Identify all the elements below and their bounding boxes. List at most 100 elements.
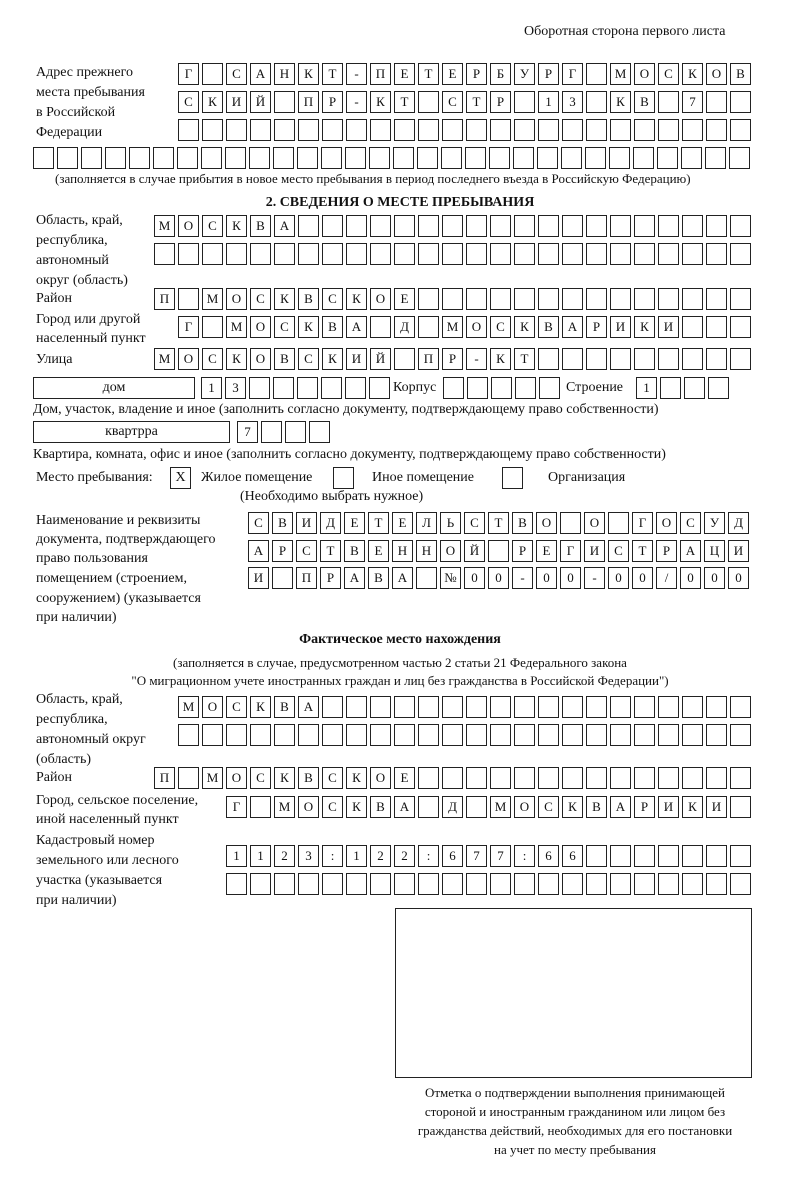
char-box[interactable] [514, 767, 535, 789]
char-box[interactable]: Г [226, 796, 247, 818]
char-box[interactable]: 2 [394, 845, 415, 867]
char-box[interactable]: М [154, 348, 175, 370]
char-box[interactable]: С [322, 288, 343, 310]
char-box[interactable] [682, 348, 703, 370]
char-box[interactable]: К [274, 767, 295, 789]
char-box[interactable]: Н [392, 540, 413, 562]
char-box[interactable] [177, 147, 198, 169]
char-box[interactable] [321, 377, 342, 399]
char-box[interactable] [586, 767, 607, 789]
char-box[interactable] [610, 348, 631, 370]
char-box[interactable] [370, 696, 391, 718]
char-box[interactable] [153, 147, 174, 169]
char-box[interactable] [706, 215, 727, 237]
char-box[interactable]: С [658, 63, 679, 85]
char-box[interactable] [298, 215, 319, 237]
prev-address-row-4[interactable] [33, 147, 753, 171]
char-box[interactable] [706, 767, 727, 789]
char-box[interactable] [706, 845, 727, 867]
char-box[interactable] [586, 215, 607, 237]
char-box[interactable] [250, 796, 271, 818]
char-box[interactable]: О [178, 215, 199, 237]
char-box[interactable]: О [298, 796, 319, 818]
char-box[interactable]: Р [538, 63, 559, 85]
char-box[interactable] [466, 767, 487, 789]
char-box[interactable] [418, 119, 439, 141]
char-box[interactable]: С [322, 767, 343, 789]
char-box[interactable] [514, 215, 535, 237]
char-box[interactable]: С [538, 796, 559, 818]
char-box[interactable] [634, 724, 655, 746]
char-box[interactable]: И [728, 540, 749, 562]
char-box[interactable] [515, 377, 536, 399]
char-box[interactable]: Д [728, 512, 749, 534]
char-box[interactable] [562, 243, 583, 265]
char-box[interactable] [393, 147, 414, 169]
char-box[interactable] [514, 696, 535, 718]
char-box[interactable] [466, 215, 487, 237]
char-box[interactable]: К [298, 63, 319, 85]
char-box[interactable]: 0 [608, 567, 629, 589]
char-box[interactable] [513, 147, 534, 169]
char-box[interactable]: А [610, 796, 631, 818]
char-box[interactable]: В [298, 767, 319, 789]
char-box[interactable]: С [226, 63, 247, 85]
char-box[interactable] [490, 696, 511, 718]
char-box[interactable] [466, 696, 487, 718]
char-box[interactable] [514, 288, 535, 310]
char-box[interactable] [682, 873, 703, 895]
char-box[interactable] [706, 316, 727, 338]
char-box[interactable] [706, 243, 727, 265]
char-box[interactable] [285, 421, 306, 443]
char-box[interactable]: М [202, 767, 223, 789]
char-box[interactable]: 1 [226, 845, 247, 867]
char-box[interactable] [682, 724, 703, 746]
char-box[interactable] [730, 91, 751, 113]
char-box[interactable]: О [226, 767, 247, 789]
char-box[interactable] [466, 724, 487, 746]
char-box[interactable]: В [298, 288, 319, 310]
char-box[interactable]: С [608, 540, 629, 562]
char-box[interactable]: Г [560, 540, 581, 562]
char-box[interactable]: С [250, 767, 271, 789]
char-box[interactable] [490, 215, 511, 237]
char-box[interactable]: О [178, 348, 199, 370]
char-box[interactable] [226, 243, 247, 265]
char-box[interactable] [538, 873, 559, 895]
char-box[interactable]: В [586, 796, 607, 818]
char-box[interactable] [370, 243, 391, 265]
char-box[interactable] [297, 377, 318, 399]
char-box[interactable] [586, 243, 607, 265]
char-box[interactable] [274, 243, 295, 265]
char-box[interactable]: 1 [250, 845, 271, 867]
char-box[interactable] [298, 243, 319, 265]
char-box[interactable]: И [584, 540, 605, 562]
char-box[interactable]: : [418, 845, 439, 867]
char-box[interactable] [730, 119, 751, 141]
char-box[interactable] [154, 243, 175, 265]
char-box[interactable] [178, 119, 199, 141]
char-box[interactable]: 2 [274, 845, 295, 867]
char-box[interactable] [634, 767, 655, 789]
char-box[interactable] [321, 147, 342, 169]
char-box[interactable] [562, 119, 583, 141]
char-box[interactable] [467, 377, 488, 399]
char-box[interactable] [634, 696, 655, 718]
char-box[interactable]: Е [536, 540, 557, 562]
char-box[interactable] [250, 724, 271, 746]
char-box[interactable] [298, 724, 319, 746]
char-box[interactable]: М [442, 316, 463, 338]
char-box[interactable] [562, 348, 583, 370]
char-box[interactable] [562, 724, 583, 746]
char-box[interactable] [538, 724, 559, 746]
char-box[interactable] [706, 724, 727, 746]
char-box[interactable] [81, 147, 102, 169]
char-box[interactable] [418, 243, 439, 265]
char-box[interactable] [442, 696, 463, 718]
char-box[interactable]: К [634, 316, 655, 338]
char-box[interactable]: Д [320, 512, 341, 534]
char-box[interactable]: К [226, 215, 247, 237]
char-box[interactable] [538, 288, 559, 310]
char-box[interactable] [562, 873, 583, 895]
